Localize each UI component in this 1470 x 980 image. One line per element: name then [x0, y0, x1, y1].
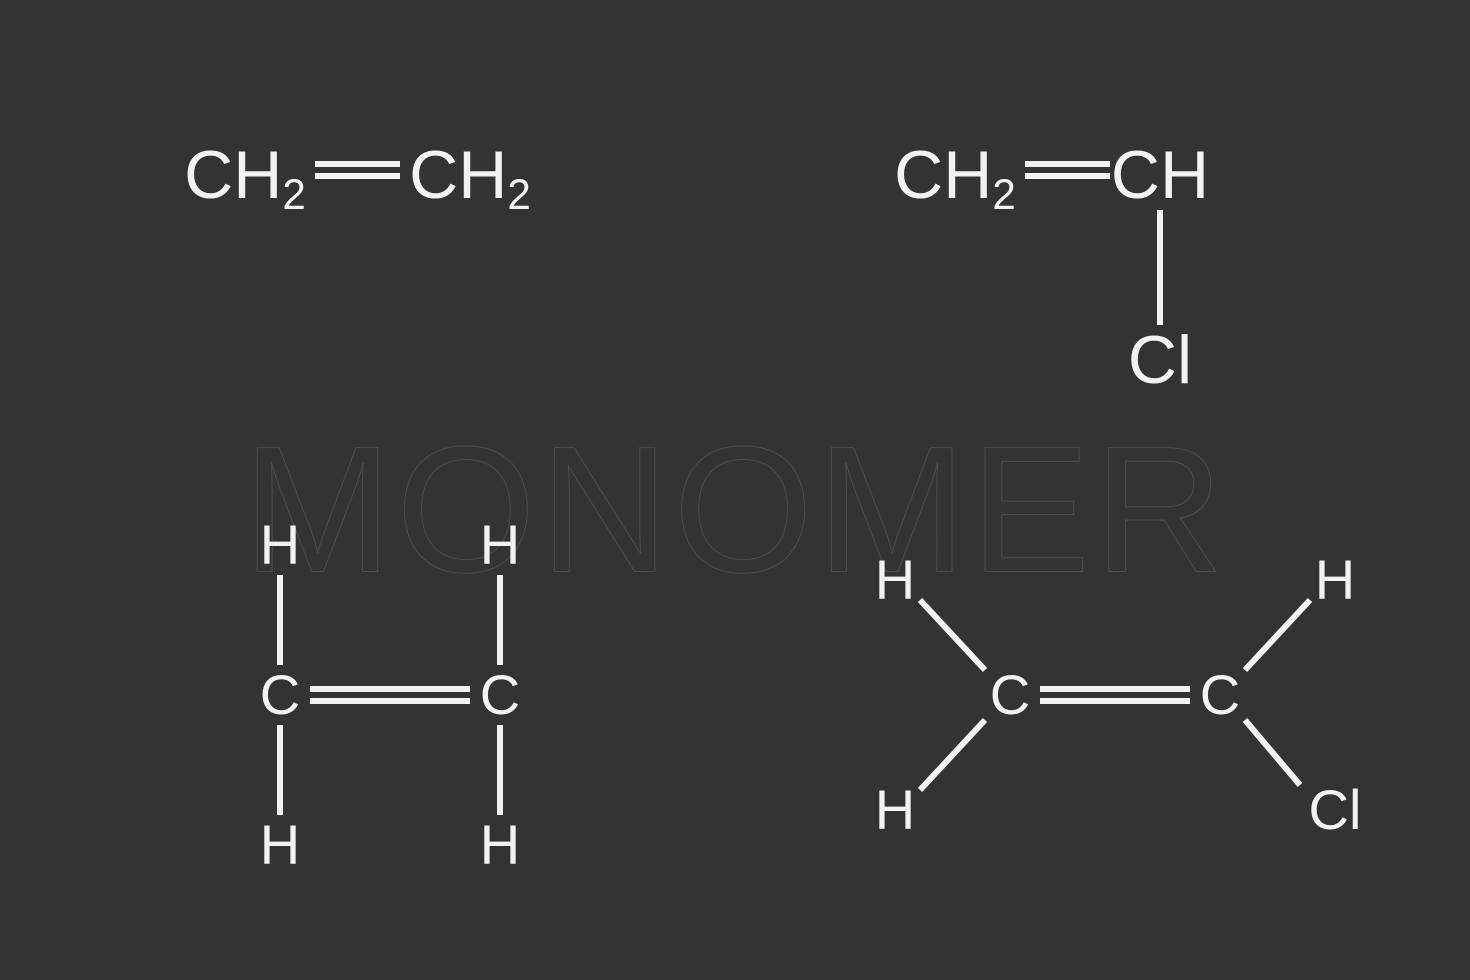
vinyl-chloride-structural-atom: H — [875, 782, 915, 838]
vinyl-chloride-structural-atom: C — [1200, 667, 1240, 723]
ethylene-structural-atom: H — [260, 817, 300, 873]
watermark-text: MONOMER — [242, 407, 1227, 614]
ethylene-structural-atom: C — [260, 667, 300, 723]
vinyl-chloride-structural-atom: H — [1315, 552, 1355, 608]
vinyl-chloride-structural-atom: H — [875, 552, 915, 608]
vinyl-chloride-condensed-atom: Cl — [1128, 326, 1192, 394]
ethylene-structural-atom: C — [480, 667, 520, 723]
vinyl-chloride-condensed-atom: CH — [1111, 141, 1209, 209]
diagram-canvas: MONOMER CH2CH2CH2CHClCCHHHHCCHHHCl — [0, 0, 1470, 980]
vinyl-chloride-structural-atom: Cl — [1309, 782, 1362, 838]
vinyl-chloride-structural-atom: C — [990, 667, 1030, 723]
ethylene-structural-atom: H — [480, 817, 520, 873]
ethylene-structural-atom: H — [260, 517, 300, 573]
vinyl-chloride-condensed-atom: CH2 — [894, 141, 1016, 209]
ethylene-condensed-atom: CH2 — [409, 141, 531, 209]
ethylene-structural-atom: H — [480, 517, 520, 573]
ethylene-condensed-atom: CH2 — [184, 141, 306, 209]
